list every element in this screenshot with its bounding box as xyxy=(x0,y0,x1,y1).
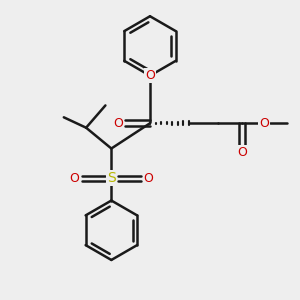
Text: O: O xyxy=(113,117,123,130)
Text: O: O xyxy=(69,172,79,185)
Text: O: O xyxy=(145,69,155,82)
Text: O: O xyxy=(237,146,247,159)
Text: O: O xyxy=(144,172,154,185)
Text: O: O xyxy=(260,117,269,130)
Text: S: S xyxy=(107,171,116,185)
